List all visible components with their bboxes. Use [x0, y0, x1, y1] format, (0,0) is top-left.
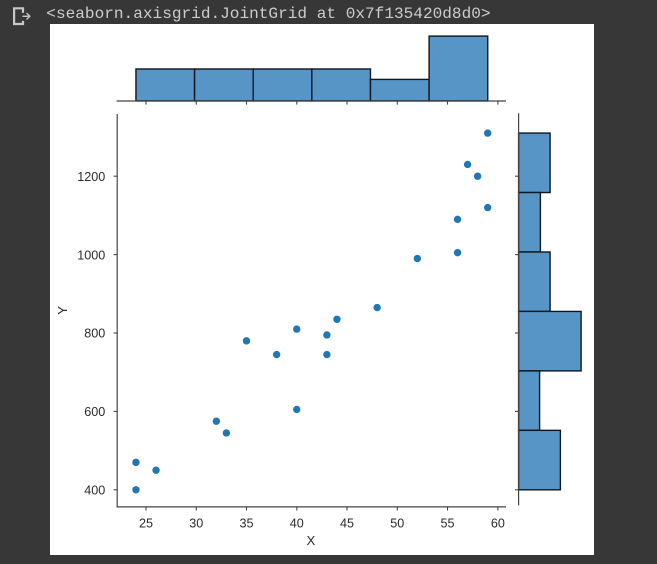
- svg-text:X: X: [306, 532, 315, 547]
- svg-text:400: 400: [84, 483, 105, 497]
- svg-text:Y: Y: [55, 305, 70, 314]
- svg-text:55: 55: [440, 516, 454, 530]
- svg-text:600: 600: [84, 405, 105, 419]
- svg-text:50: 50: [390, 516, 404, 530]
- svg-text:45: 45: [339, 516, 353, 530]
- svg-text:60: 60: [490, 516, 504, 530]
- svg-text:35: 35: [239, 516, 253, 530]
- svg-text:30: 30: [189, 516, 203, 530]
- svg-text:1000: 1000: [77, 248, 105, 262]
- svg-text:25: 25: [138, 516, 152, 530]
- svg-text:1200: 1200: [77, 169, 105, 183]
- svg-text:800: 800: [84, 326, 105, 340]
- svg-text:40: 40: [289, 516, 303, 530]
